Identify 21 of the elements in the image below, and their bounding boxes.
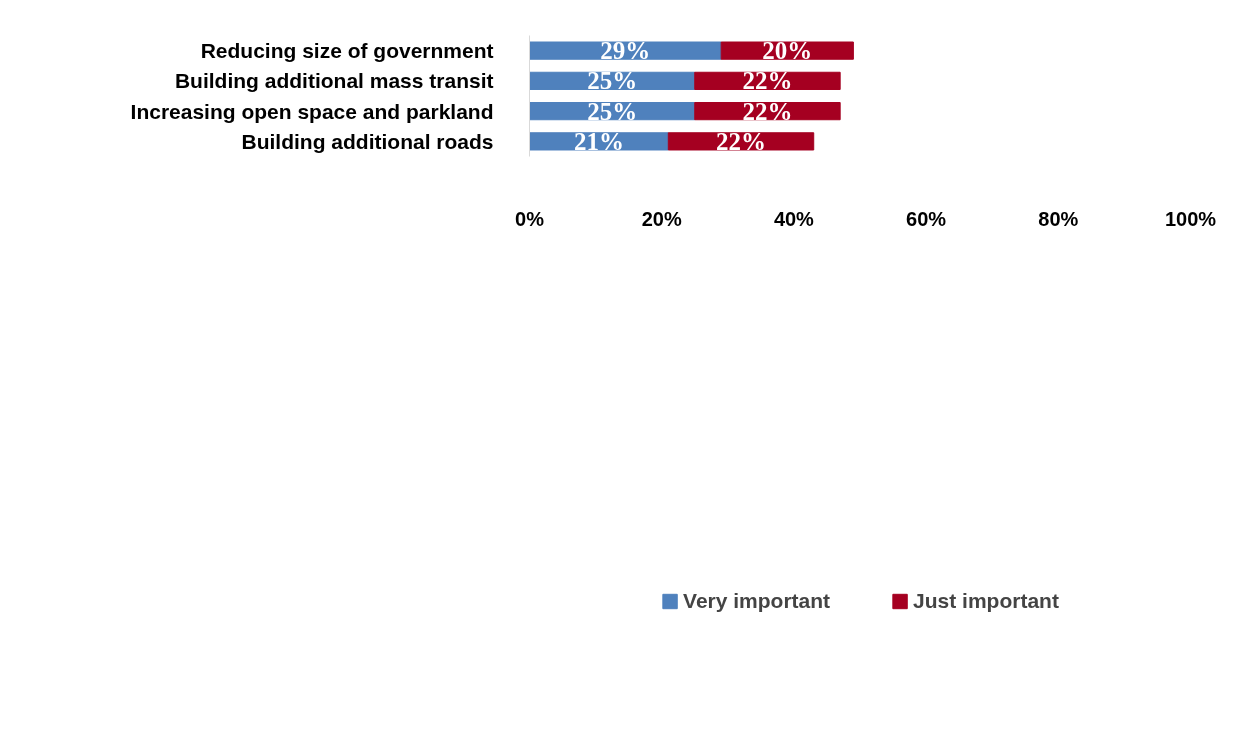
data-label: 29%: [600, 37, 651, 65]
bar: [529, 41, 722, 60]
data-label: 21%: [573, 127, 624, 155]
y-tick-label: Building additional mass transit: [174, 69, 494, 93]
legend-label: Very important: [683, 589, 831, 613]
data-label: 25%: [587, 67, 638, 95]
legend-label: Just important: [913, 589, 1059, 613]
x-tick-label: 80%: [1038, 207, 1079, 230]
y-tick-label: Building additional roads: [241, 129, 494, 153]
x-tick-label: 20%: [641, 207, 682, 230]
data-label: 20%: [762, 37, 813, 65]
data-label: 22%: [742, 97, 793, 125]
x-tick-label: 0%: [515, 207, 545, 230]
x-tick-label: 40%: [773, 207, 815, 230]
data-label: 22%: [716, 127, 767, 155]
data-label: 22%: [742, 67, 793, 95]
x-tick-label: 100%: [1164, 207, 1217, 230]
y-tick-label: Increasing open space and parkland: [130, 99, 494, 123]
x-tick-label: 60%: [906, 207, 947, 230]
data-label: 25%: [587, 97, 638, 125]
y-tick-label: Reducing size of government: [200, 39, 494, 63]
